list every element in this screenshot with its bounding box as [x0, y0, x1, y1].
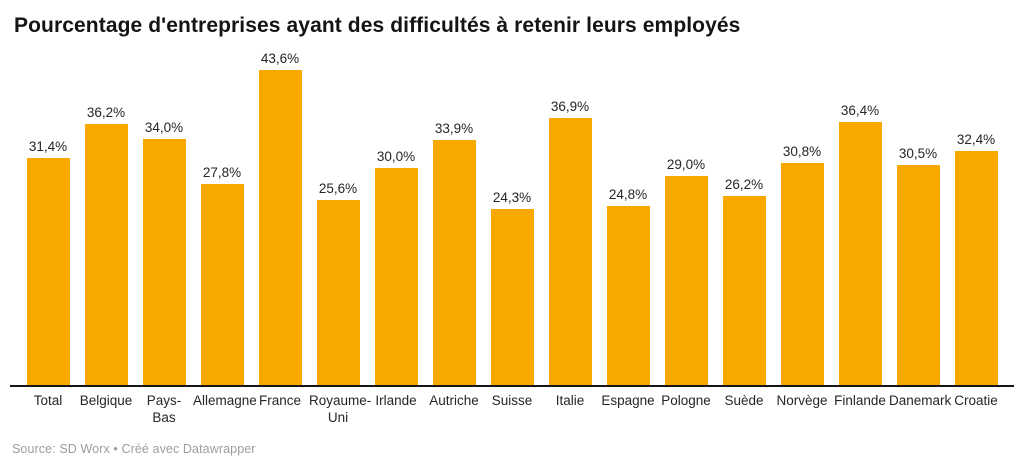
bar-irlande [374, 168, 418, 385]
bar-value-label: 43,6% [260, 51, 300, 66]
category-label-suisse: Suisse [491, 393, 533, 408]
bar-italie [548, 118, 592, 385]
category-label-danemark: Danemark [889, 393, 952, 408]
bar-value-label: 36,4% [840, 103, 880, 118]
bar-chart-plot-area: 31,4% 36,2% 34,0% 27,8% 43,6% 25,6% 30,0% 33,9%… [10, 40, 1014, 385]
source-note: Source: SD Worx • Créé avec Datawrapper [12, 442, 256, 456]
bar-suisse [490, 209, 534, 385]
bar-value-label: 30,5% [898, 145, 938, 161]
bar-total [26, 158, 70, 385]
bar-slot: 31,4% [19, 139, 77, 385]
bar-value-label: 27,8% [202, 165, 242, 181]
bar-autriche [432, 140, 476, 385]
bar-value-label: 30,8% [782, 143, 822, 159]
bar-value-label: 36,9% [550, 99, 590, 115]
bar-value-label: 32,4% [956, 131, 996, 147]
bar-value-label: 24,8% [608, 186, 648, 202]
bar-slot: 30,5% [889, 146, 947, 385]
bar-slot: 43,6% [251, 51, 309, 385]
bar-value-label: 25,6% [318, 181, 358, 196]
bar-slot: 24,3% [483, 190, 541, 385]
bar-value-label: 24,3% [492, 190, 532, 206]
bar-slot: 32,4% [947, 132, 1005, 385]
bar-slot: 34,0% [135, 120, 193, 385]
bar-slot: 30,0% [367, 149, 425, 385]
bar-value-label: 36,2% [86, 104, 126, 120]
bar-value-label: 26,2% [724, 176, 764, 192]
bar-finlande [838, 122, 882, 385]
bar-allemagne [200, 184, 244, 385]
bar-royaume-uni [316, 200, 360, 385]
category-label-royaume-uni: Royaume- Uni [309, 393, 372, 425]
category-label-croatie: Croatie [954, 393, 998, 408]
category-label-su-de: Suède [724, 393, 764, 408]
bar-slot: 27,8% [193, 165, 251, 385]
category-label-france: France [258, 393, 302, 408]
bar-danemark [896, 164, 940, 385]
bar-slot: 24,8% [599, 187, 657, 385]
bar-pologne [664, 175, 708, 385]
bar-value-label: 34,0% [144, 120, 184, 136]
category-label-pologne: Pologne [661, 393, 711, 408]
bar-espagne [606, 205, 650, 385]
category-label-autriche: Autriche [429, 393, 479, 408]
bar-value-label: 29,0% [666, 156, 706, 172]
bar-croatie [954, 150, 998, 385]
bar-france [258, 70, 302, 385]
bar-slot: 33,9% [425, 121, 483, 385]
bar-slot: 36,9% [541, 99, 599, 385]
bar-value-label: 30,0% [376, 149, 416, 165]
category-label-allemagne: Allemagne [193, 393, 257, 408]
bar-slot: 30,8% [773, 143, 831, 385]
category-label-belgique: Belgique [79, 393, 133, 408]
bar-value-label: 31,4% [28, 139, 68, 155]
x-axis-line [10, 385, 1014, 387]
bar-slot: 25,6% [309, 181, 367, 385]
bar-su-de [722, 195, 766, 385]
category-label-italie: Italie [555, 393, 585, 408]
category-label-finlande: Finlande [834, 393, 886, 408]
category-label-irlande: Irlande [375, 393, 417, 408]
bar-norv-ge [780, 162, 824, 385]
category-label-total: Total [33, 393, 63, 408]
x-axis-labels: Total Belgique Pays- Bas Allemagne France Roy… [10, 387, 1014, 426]
bar-slot: 36,2% [77, 104, 135, 385]
bar-value-label: 33,9% [434, 121, 474, 137]
category-label-espagne: Espagne [601, 393, 655, 408]
bar-slot: 26,2% [715, 177, 773, 385]
category-label-pays-bas: Pays- Bas [146, 393, 182, 425]
bar-slot: 29,0% [657, 156, 715, 385]
bar-belgique [84, 123, 128, 385]
chart-title: Pourcentage d'entreprises ayant des diff… [14, 14, 741, 37]
bar-pays-bas [142, 139, 186, 385]
bar-slot: 36,4% [831, 103, 889, 385]
category-label-norv-ge: Norvège [776, 393, 828, 408]
